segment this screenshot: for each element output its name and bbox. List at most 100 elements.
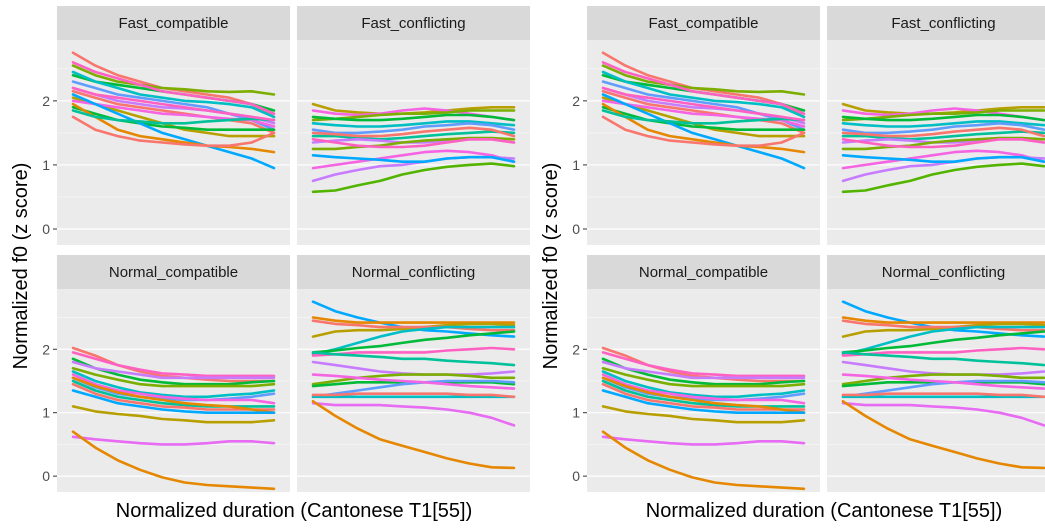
series-line [71, 86, 276, 122]
series-line [311, 149, 516, 170]
series-line [841, 138, 1045, 149]
series-line [71, 93, 276, 170]
chart-1: Fast_compatible 0 1 2 Fast_conflicting Normal… [10, 6, 530, 522]
series-line [601, 102, 806, 154]
facet-title: Normal_conflicting [352, 264, 475, 281]
series-line [71, 389, 276, 415]
series-line [841, 379, 1045, 399]
series-line [71, 61, 276, 115]
series-line [71, 435, 276, 446]
series-line [311, 130, 516, 141]
series-line [311, 399, 516, 470]
series-line [311, 162, 516, 194]
series-line [841, 392, 1045, 399]
series-line [601, 357, 806, 386]
series-line [841, 399, 1045, 470]
series-line [601, 106, 806, 131]
y-tick-label: 0 [572, 221, 580, 237]
facet-header [827, 6, 1045, 40]
series-line [601, 405, 806, 424]
series-line [71, 430, 276, 491]
series-line [311, 138, 516, 149]
series-line [71, 379, 276, 408]
facet-panel-normal-compatible: Normal_compatible 0 1 2 [572, 255, 820, 492]
series-line [841, 130, 1045, 141]
facet-panel-fast-conflicting: Fast_conflicting [297, 6, 530, 245]
series-line [71, 90, 276, 135]
facet-title: Fast_compatible [118, 15, 228, 32]
series-line [601, 430, 806, 491]
facet-header [587, 6, 820, 40]
y-tick-label: 2 [42, 93, 50, 109]
series-line [601, 115, 806, 147]
x-axis-title: Normalized duration (Cantonese T1[55]) [646, 500, 1002, 522]
series-line [601, 64, 806, 96]
series-line [71, 360, 276, 380]
facet-header [57, 255, 290, 289]
series-line [841, 319, 1045, 332]
series-line [841, 113, 1045, 122]
series-line [71, 376, 276, 415]
series-line [71, 102, 276, 154]
series-line [71, 357, 276, 386]
series-line [841, 149, 1045, 170]
facet-panel-normal-compatible: Normal_compatible 0 1 2 [42, 255, 290, 492]
series-line [601, 351, 806, 378]
series-line [601, 435, 806, 446]
series-line [71, 370, 276, 399]
series-line [601, 373, 806, 405]
facet-header [587, 255, 820, 289]
y-axis-title: Normalized f0 (z score) [540, 163, 562, 370]
series-line [311, 319, 516, 332]
series-line [601, 70, 806, 119]
series-line [311, 122, 516, 135]
series-line [311, 351, 516, 367]
series-line [841, 120, 1045, 128]
y-tick-label: 1 [42, 405, 50, 421]
facet-panel-normal-conflicting: Normal_conflicting [297, 255, 530, 492]
facet-panel-fast-compatible: Fast_compatible 0 1 2 [572, 6, 820, 245]
plot-area [587, 289, 820, 492]
series-line [841, 162, 1045, 194]
facet-header [297, 6, 530, 40]
series-line [841, 346, 1045, 357]
y-tick-label: 2 [42, 341, 50, 357]
series-line [311, 154, 516, 163]
series-line [601, 80, 806, 131]
series-line [311, 379, 516, 399]
y-tick-label: 1 [42, 157, 50, 173]
y-axis-title: Normalized f0 (z score) [10, 163, 32, 370]
y-tick-label: 0 [42, 468, 50, 484]
series-line [601, 366, 806, 388]
series-line [71, 64, 276, 96]
series-line [311, 392, 516, 399]
series-line [311, 325, 516, 356]
series-line [71, 70, 276, 119]
series-line [311, 373, 516, 390]
series-line [71, 382, 276, 411]
facet-panel-normal-conflicting: Normal_conflicting [827, 255, 1045, 492]
series-line [841, 373, 1045, 386]
series-line [841, 351, 1045, 367]
series-line [841, 126, 1045, 138]
y-tick-label: 0 [42, 221, 50, 237]
facet-panel-fast-conflicting: Fast_conflicting [827, 6, 1045, 245]
series-line [71, 109, 276, 125]
series-line [71, 366, 276, 388]
series-line [601, 90, 806, 135]
series-line [841, 325, 1045, 356]
facet-header [57, 6, 290, 40]
series-line [71, 351, 276, 378]
series-line [311, 330, 516, 354]
series-line [601, 370, 806, 399]
facet-panel-fast-compatible: Fast_compatible 0 1 2 [42, 6, 290, 245]
y-tick-label: 2 [572, 341, 580, 357]
facet-title: Normal_compatible [109, 264, 238, 281]
series-line [311, 126, 516, 138]
series-line [601, 61, 806, 115]
facet-title: Fast_conflicting [891, 15, 995, 32]
series-line [601, 360, 806, 380]
series-line [601, 382, 806, 411]
